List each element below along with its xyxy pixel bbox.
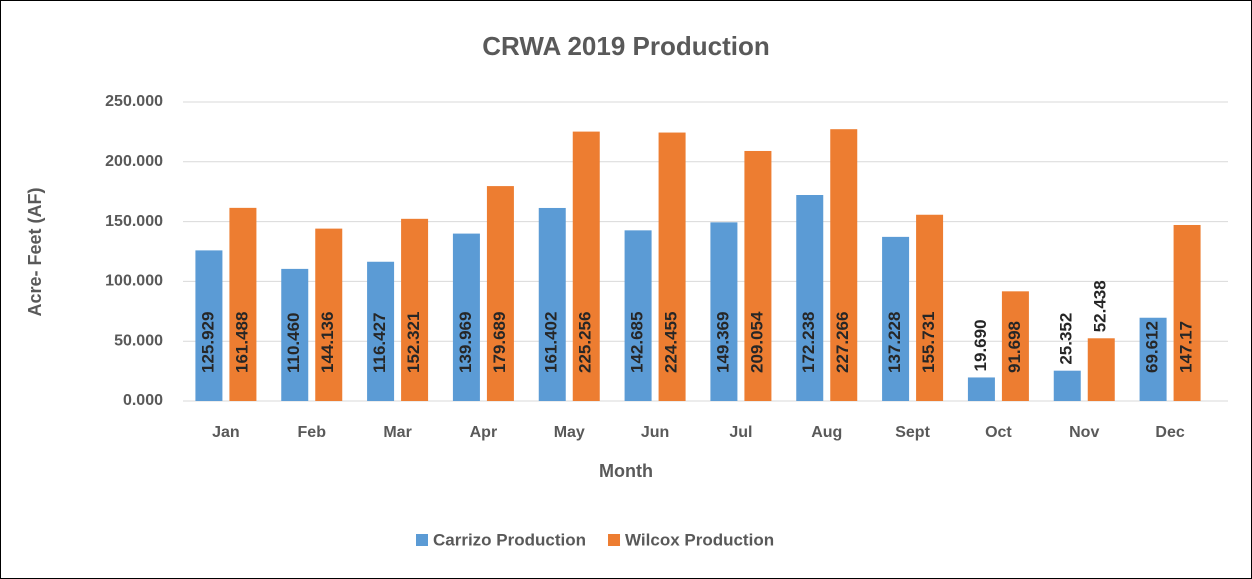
value-label: 142.685	[628, 312, 647, 373]
bar	[796, 195, 824, 401]
y-tick-label: 150.000	[105, 213, 163, 230]
value-label: 144.136	[318, 312, 337, 373]
bar	[1139, 317, 1167, 401]
x-tick-label: Jan	[212, 424, 240, 441]
x-tick-label: Dec	[1155, 424, 1184, 441]
bar	[367, 261, 395, 401]
x-tick-label: Jul	[729, 424, 752, 441]
x-tick-label: Mar	[383, 424, 411, 441]
bar	[1053, 370, 1081, 401]
x-axis-label: Month	[599, 461, 653, 481]
x-tick-label: Aug	[811, 424, 842, 441]
bar	[229, 207, 257, 401]
bar	[710, 222, 738, 401]
legend-swatch	[608, 534, 621, 546]
x-tick-label: May	[554, 424, 585, 441]
value-label: 209.054	[747, 311, 766, 373]
value-label: 139.969	[456, 312, 475, 373]
bar	[572, 131, 600, 402]
value-label: 161.488	[232, 312, 251, 373]
x-tick-label: Nov	[1069, 424, 1099, 441]
y-tick-label: 0.000	[123, 392, 163, 409]
bar	[1087, 338, 1115, 401]
value-label: 225.256	[576, 312, 595, 373]
x-tick-label: Sept	[895, 424, 930, 441]
value-label: 19.690	[971, 319, 990, 371]
bar	[1173, 224, 1201, 401]
x-tick-label: Oct	[985, 424, 1012, 441]
value-label: 179.689	[490, 312, 509, 373]
bar	[830, 129, 858, 401]
value-label: 91.698	[1005, 321, 1024, 373]
bar	[658, 132, 686, 401]
value-label: 69.612	[1143, 321, 1162, 373]
y-axis-label: Acre- Feet (AF)	[25, 187, 45, 316]
value-label: 152.321	[404, 312, 423, 373]
bar	[195, 250, 223, 401]
bar	[624, 230, 652, 401]
bar	[882, 236, 910, 401]
legend-label: Wilcox Production	[625, 530, 774, 549]
bar	[916, 214, 944, 401]
value-label: 52.438	[1091, 280, 1110, 332]
bar	[744, 150, 772, 401]
bar	[401, 218, 429, 401]
value-label: 110.460	[284, 312, 303, 373]
value-label: 161.402	[542, 312, 561, 373]
bar	[1001, 291, 1029, 401]
bar	[452, 233, 480, 401]
value-label: 224.455	[662, 312, 681, 373]
x-tick-label: Apr	[470, 424, 498, 441]
legend-swatch	[416, 534, 428, 546]
y-tick-label: 100.000	[105, 273, 163, 290]
bar	[315, 228, 343, 401]
value-label: 25.352	[1057, 313, 1076, 365]
bar	[486, 186, 514, 401]
bar	[538, 207, 566, 401]
value-label: 149.369	[713, 312, 732, 373]
value-label: 172.238	[799, 312, 818, 373]
y-tick-label: 50.000	[114, 332, 163, 349]
y-tick-label: 250.000	[105, 93, 163, 110]
value-label: 155.731	[919, 312, 938, 373]
bar	[967, 377, 995, 401]
x-tick-label: Jun	[641, 424, 669, 441]
value-label: 227.266	[833, 312, 852, 373]
x-tick-label: Feb	[298, 424, 327, 441]
value-label: 116.427	[370, 312, 389, 373]
value-label: 125.929	[198, 312, 217, 373]
bar	[281, 268, 309, 401]
y-tick-label: 200.000	[105, 153, 163, 170]
value-label: 137.228	[885, 312, 904, 373]
chart-title: CRWA 2019 Production	[482, 31, 770, 61]
value-label: 147.17	[1177, 321, 1196, 373]
legend-label: Carrizo Production	[433, 530, 586, 549]
